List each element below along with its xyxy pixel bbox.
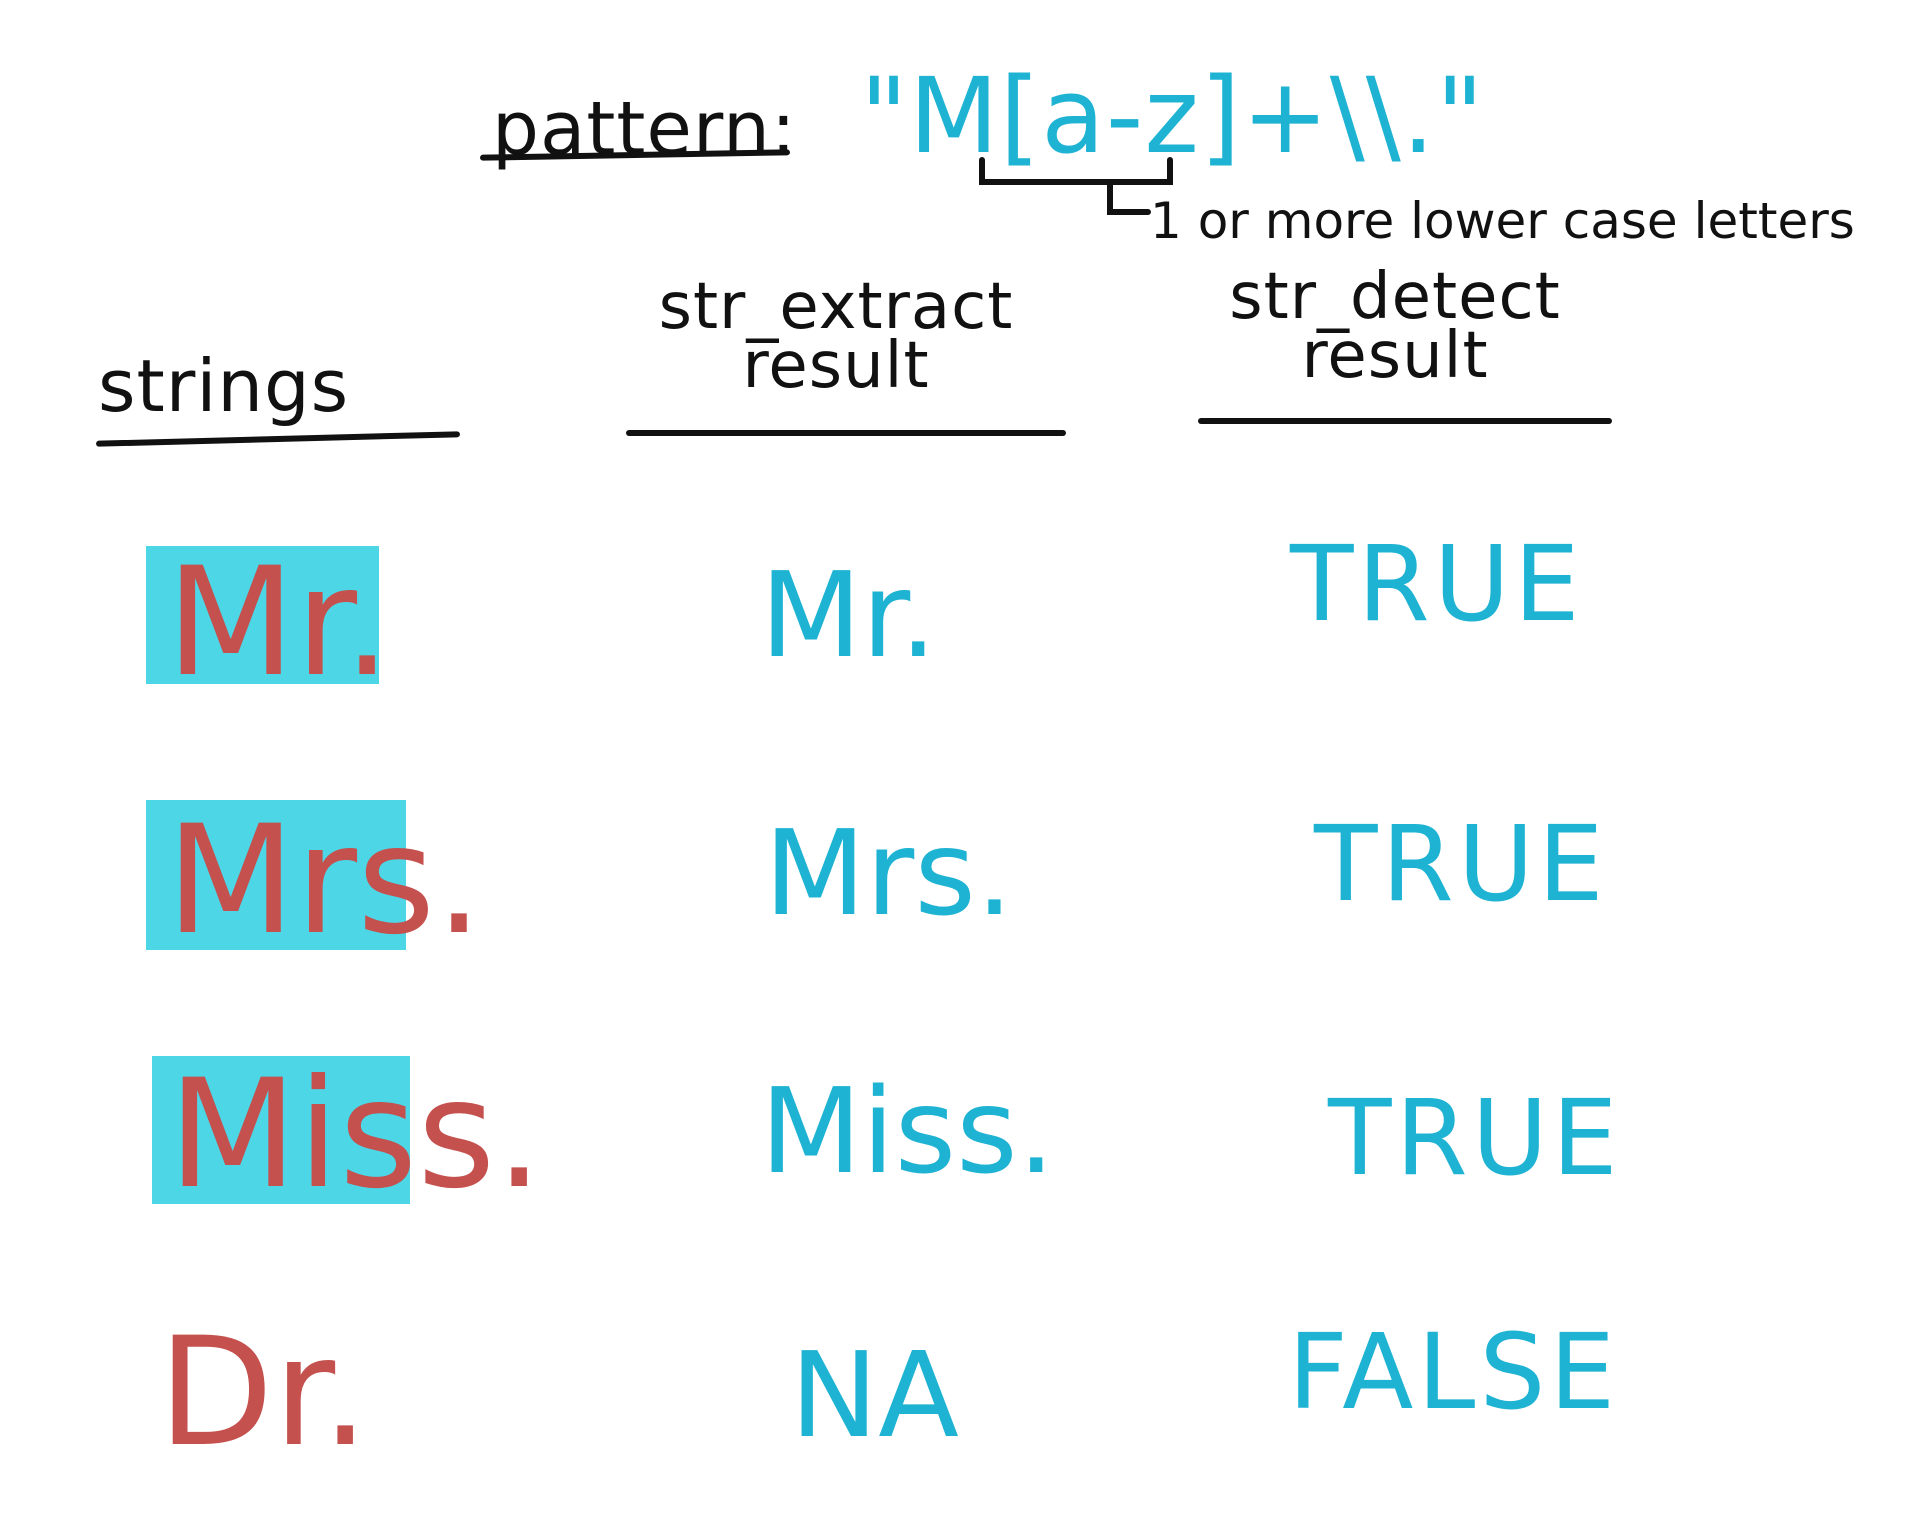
- bracket-annotation-icon: [979, 157, 1173, 215]
- highlight-box: [152, 1056, 410, 1204]
- highlight-box: [146, 800, 406, 950]
- column-header-extract: str_extract result: [616, 270, 1056, 403]
- column-header-extract-bottom: result: [742, 328, 930, 403]
- string-value: Dr.: [158, 1306, 370, 1480]
- column-underline-extract: [626, 430, 1066, 436]
- string-value: Mrs.: [166, 794, 483, 968]
- string-value: Mr.: [166, 536, 391, 710]
- column-header-detect: str_detect result: [1200, 260, 1590, 393]
- column-underline-detect: [1198, 418, 1612, 424]
- column-header-detect-top: str_detect: [1229, 260, 1561, 334]
- extract-result: Mrs.: [764, 804, 1014, 942]
- detect-result: TRUE: [1290, 523, 1584, 645]
- column-header-detect-bottom: result: [1301, 318, 1489, 393]
- extract-result: Mr.: [760, 546, 937, 684]
- column-header-extract-top: str_extract: [658, 270, 1014, 344]
- detect-result: FALSE: [1288, 1311, 1620, 1433]
- detect-result: TRUE: [1328, 1077, 1622, 1199]
- extract-result: NA: [790, 1326, 959, 1464]
- pattern-annotation: 1 or more lower case letters: [1150, 192, 1855, 250]
- string-value: Miss.: [168, 1048, 544, 1222]
- detect-result: TRUE: [1314, 803, 1608, 925]
- extract-result: Miss.: [760, 1062, 1056, 1200]
- highlight-box: [146, 546, 379, 684]
- column-underline-strings: [95, 431, 461, 447]
- column-header-strings: strings: [98, 344, 350, 428]
- pattern-value: "M[a-z]+\\.": [860, 55, 1485, 177]
